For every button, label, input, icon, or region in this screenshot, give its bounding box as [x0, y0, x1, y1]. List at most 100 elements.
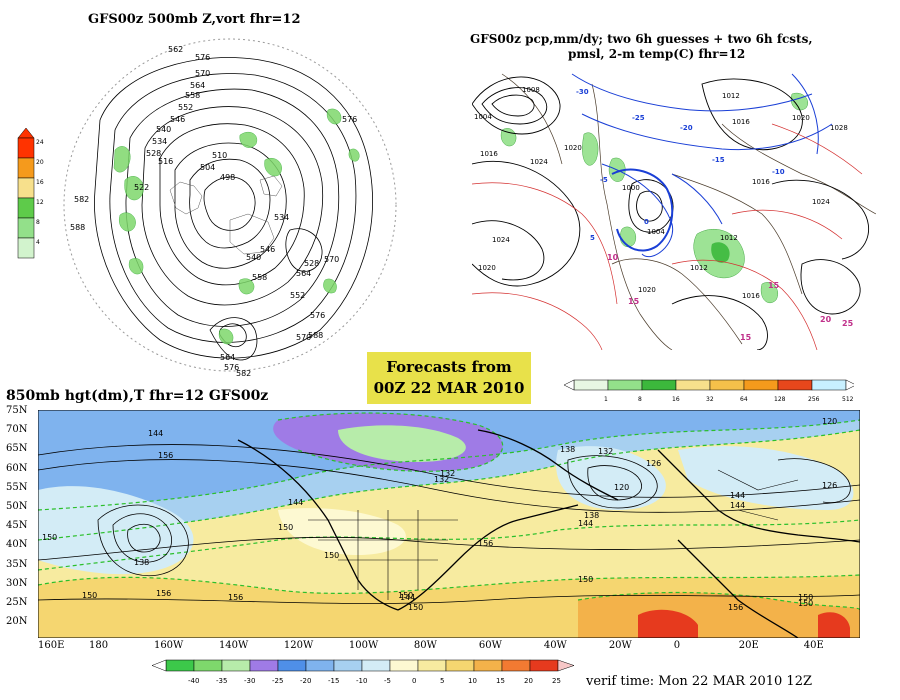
top-left-colorbar: 24 20 16 12 8 4	[17, 128, 44, 259]
colorbar-swatch	[221, 659, 251, 672]
svg-text:126: 126	[646, 459, 661, 468]
top-right-title-line1: GFS00z pcp,mm/dy; two 6h guesses + two 6…	[470, 32, 813, 46]
svg-text:-20: -20	[680, 124, 693, 132]
svg-text:150: 150	[398, 591, 413, 600]
temperature-colorbar: -40 -35 -30 -25 -20 -15 -10 -5 0 5 10 15 20 25	[151, 659, 575, 685]
colorbar-tick-label: 8	[36, 219, 40, 226]
svg-text:534: 534	[274, 213, 289, 222]
colorbar-swatch	[607, 379, 643, 391]
svg-text:132: 132	[598, 447, 613, 456]
colorbar-tick-label: 12	[36, 199, 44, 206]
svg-text:156: 156	[478, 539, 493, 548]
lat-label: 55N	[6, 481, 28, 493]
svg-text:540: 540	[246, 253, 261, 262]
svg-text:564: 564	[220, 353, 235, 362]
colorbar-tick-label: 15	[496, 677, 505, 685]
svg-text:576: 576	[342, 115, 357, 124]
precip-colorbar: 1 8 16 32 64 128 256 512	[563, 379, 854, 403]
svg-text:138: 138	[560, 445, 575, 454]
colorbar-tick-label: -20	[300, 677, 311, 685]
svg-text:156: 156	[228, 593, 243, 602]
colorbar-tick-label: 20	[36, 159, 44, 166]
svg-text:1016: 1016	[752, 178, 770, 186]
svg-text:570: 570	[296, 333, 311, 342]
colorbar-tick-label: 25	[552, 677, 561, 685]
colorbar-swatch	[417, 659, 447, 672]
svg-text:558: 558	[185, 91, 200, 100]
svg-text:144: 144	[578, 519, 593, 528]
colorbar-tick-label: 64	[740, 396, 748, 403]
colorbar-tick-label: 8	[638, 396, 642, 403]
colorbar-swatch	[17, 177, 35, 199]
colorbar-tick-label: -25	[272, 677, 283, 685]
lon-axis-labels: 160E 180 160W 140W 120W 100W 80W 60W 40W 20W 0 20E 4…	[38, 640, 860, 656]
colorbar-right-arrow	[557, 659, 575, 672]
lat-label: 35N	[6, 558, 28, 570]
lat-label: 75N	[6, 405, 28, 416]
svg-text:498: 498	[220, 173, 235, 182]
svg-text:156: 156	[158, 451, 173, 460]
svg-text:1020: 1020	[792, 114, 810, 122]
colorbar-top-arrow	[17, 128, 35, 139]
colorbar-tick-label: 16	[672, 396, 680, 403]
colorbar-swatch	[473, 659, 503, 672]
lon-label: 40E	[803, 640, 824, 651]
lon-label: 180	[88, 640, 109, 651]
svg-text:144: 144	[730, 491, 745, 500]
lon-label: 160W	[153, 640, 184, 651]
colorbar-swatch	[333, 659, 363, 672]
colorbar-swatch	[17, 197, 35, 219]
svg-text:1016: 1016	[732, 118, 750, 126]
svg-text:15: 15	[740, 333, 752, 342]
colorbar-swatch	[743, 379, 779, 391]
svg-text:570: 570	[195, 69, 210, 78]
colorbar-right-arrow	[845, 379, 854, 391]
colorbar-tick-label: -15	[328, 677, 339, 685]
colorbar-swatch	[17, 137, 35, 159]
svg-text:144: 144	[288, 498, 303, 507]
svg-text:120: 120	[822, 417, 837, 426]
colorbar-tick-label: -35	[216, 677, 227, 685]
svg-text:138: 138	[584, 511, 599, 520]
forecast-box-line1: Forecasts from	[386, 358, 512, 376]
lon-label: 40W	[543, 640, 567, 651]
svg-text:10: 10	[607, 253, 619, 262]
svg-text:588: 588	[308, 331, 323, 340]
colorbar-tick-label: 1	[604, 396, 608, 403]
svg-text:150: 150	[408, 603, 423, 612]
forecast-info-box: Forecasts from 00Z 22 MAR 2010	[367, 352, 531, 404]
top-left-title: GFS00z 500mb Z,vort fhr=12	[88, 12, 301, 27]
svg-text:5: 5	[590, 234, 595, 242]
svg-text:528: 528	[146, 149, 161, 158]
colorbar-swatch	[641, 379, 677, 391]
svg-text:1016: 1016	[742, 292, 760, 300]
lon-label: 120W	[283, 640, 314, 651]
svg-text:156: 156	[728, 603, 743, 612]
lon-label: 20E	[738, 640, 759, 651]
svg-text:582: 582	[74, 195, 89, 204]
lat-label: 40N	[6, 539, 28, 551]
svg-text:150: 150	[82, 591, 97, 600]
svg-text:576: 576	[310, 311, 325, 320]
svg-text:150: 150	[578, 575, 593, 584]
svg-text:132: 132	[440, 469, 455, 478]
colorbar-tick-label: 10	[468, 677, 477, 685]
lat-label: 70N	[6, 424, 28, 436]
lon-label: 140W	[218, 640, 249, 651]
colorbar-swatch	[17, 157, 35, 179]
colorbar-tick-label: 512	[842, 396, 854, 403]
forecast-box-line2: 00Z 22 MAR 2010	[373, 379, 525, 397]
svg-text:588: 588	[70, 223, 85, 232]
svg-text:1004: 1004	[647, 228, 665, 236]
lat-label: 20N	[6, 616, 28, 628]
svg-text:1000: 1000	[622, 184, 640, 192]
svg-text:540: 540	[156, 125, 171, 134]
svg-text:564: 564	[296, 269, 311, 278]
colorbar-tick-label: 5	[440, 677, 444, 685]
svg-text:-25: -25	[632, 114, 645, 122]
svg-text:562: 562	[168, 45, 183, 54]
colorbar-tick-label: 16	[36, 179, 44, 186]
